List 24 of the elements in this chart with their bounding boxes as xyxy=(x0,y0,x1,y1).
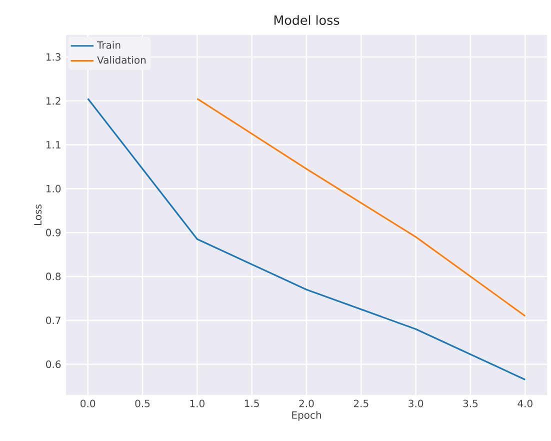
x-tick-label: 4.0 xyxy=(518,400,532,408)
y-tick-label: 1.2 xyxy=(46,97,60,105)
y-tick-label: 1.3 xyxy=(46,53,60,61)
y-tick-label: 0.9 xyxy=(46,228,61,236)
y-tick-label: 0.8 xyxy=(46,272,61,280)
x-tick-label: 0.5 xyxy=(135,400,150,408)
x-tick-label: 2.0 xyxy=(299,400,314,408)
line-series xyxy=(196,98,526,317)
x-tick-label: 3.0 xyxy=(408,400,424,408)
legend-label: Validation xyxy=(97,56,146,64)
y-tick-label: 0.6 xyxy=(46,360,61,368)
y-tick-label: 1.0 xyxy=(46,184,61,192)
line-series xyxy=(87,98,526,380)
x-axis-title: Epoch xyxy=(292,411,321,421)
x-tick-label: 1.0 xyxy=(190,400,204,408)
x-tick-label: 2.5 xyxy=(354,400,368,408)
legend-label: Train xyxy=(97,41,120,49)
x-tick-label: 1.5 xyxy=(245,400,259,408)
x-tick-label: 3.5 xyxy=(463,400,478,408)
x-tick-label: 0.0 xyxy=(80,400,96,408)
y-tick-label: 1.1 xyxy=(46,141,60,148)
chart-title: Model loss xyxy=(274,15,340,25)
y-axis-title: Loss xyxy=(34,204,42,225)
y-tick-label: 0.7 xyxy=(46,316,60,324)
